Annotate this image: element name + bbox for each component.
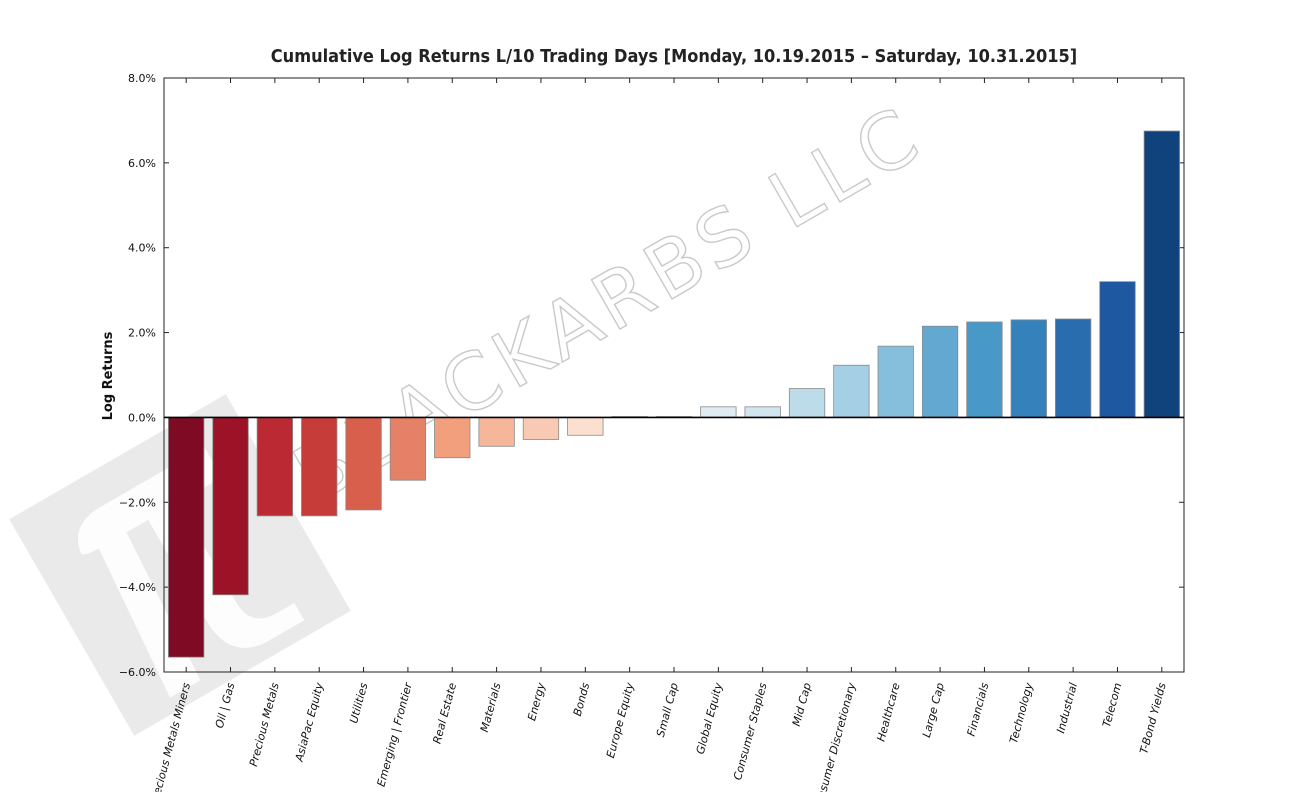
y-tick-label: −4.0% xyxy=(119,581,156,594)
bar xyxy=(212,417,249,596)
chart-title: Cumulative Log Returns L/10 Trading Days… xyxy=(271,46,1077,67)
bar xyxy=(966,321,1003,418)
x-tick-label: Oil | Gas xyxy=(213,681,238,730)
x-tick-label: Large Cap xyxy=(920,681,947,739)
bar xyxy=(389,417,427,481)
x-tick-label: Bonds xyxy=(571,681,592,717)
bar xyxy=(1143,130,1180,418)
x-tick-label: AsiaPac Equity xyxy=(292,681,326,764)
y-tick-label: 0.0% xyxy=(128,411,156,424)
y-tick-label: 8.0% xyxy=(128,72,156,85)
bar xyxy=(434,417,471,459)
plot-frame xyxy=(163,77,1185,673)
bar xyxy=(345,417,382,511)
x-tick-label: Precious Metals xyxy=(247,681,282,768)
bar xyxy=(567,417,604,436)
y-axis-ticks: 8.0% 6.0% 4.0% 2.0% 0.0% −2.0% −4.0% −6.0% xyxy=(119,72,1184,679)
x-tick-label: Small Cap xyxy=(654,681,681,738)
x-tick-label: Consumer Discretionary xyxy=(811,681,858,792)
bar xyxy=(744,406,781,418)
x-tick-label: Healthcare xyxy=(874,681,902,743)
bars xyxy=(168,130,1180,658)
bar xyxy=(301,417,338,517)
x-tick-label: Mid Cap xyxy=(790,681,814,727)
y-tick-label: −2.0% xyxy=(119,496,156,509)
x-tick-label: Financials xyxy=(965,681,992,737)
bar xyxy=(256,417,294,517)
y-axis-label: Log Returns xyxy=(101,331,116,420)
y-tick-label: −6.0% xyxy=(119,666,156,679)
x-tick-label: Consumer Staples xyxy=(731,681,770,781)
x-tick-label: Emerging | Frontier xyxy=(375,680,416,788)
x-tick-label: Industrial xyxy=(1054,681,1080,734)
x-tick-label: Energy xyxy=(525,681,548,722)
y-tick-label: 4.0% xyxy=(128,242,156,255)
x-tick-label: Real Estate xyxy=(430,681,459,745)
bar xyxy=(877,345,914,418)
x-tick-label: Technology xyxy=(1007,681,1036,745)
bar xyxy=(478,417,515,447)
bar xyxy=(1010,319,1047,418)
bar xyxy=(1099,281,1136,418)
bar xyxy=(833,364,870,418)
x-tick-label: Materials xyxy=(478,681,504,733)
x-tick-label: Global Equity xyxy=(694,681,726,756)
bar xyxy=(921,325,959,418)
x-tick-label: Utilities xyxy=(347,681,370,725)
y-tick-label: 6.0% xyxy=(128,157,156,170)
x-tick-label: Telecom xyxy=(1100,681,1124,728)
bar xyxy=(700,406,737,418)
x-tick-label: T-Bond Yields xyxy=(1137,681,1169,755)
bar xyxy=(788,388,826,418)
bar xyxy=(168,417,205,658)
bar xyxy=(522,417,560,440)
x-tick-label: Europe Equity xyxy=(604,681,637,759)
bar xyxy=(1054,318,1092,418)
y-tick-label: 2.0% xyxy=(128,327,156,340)
